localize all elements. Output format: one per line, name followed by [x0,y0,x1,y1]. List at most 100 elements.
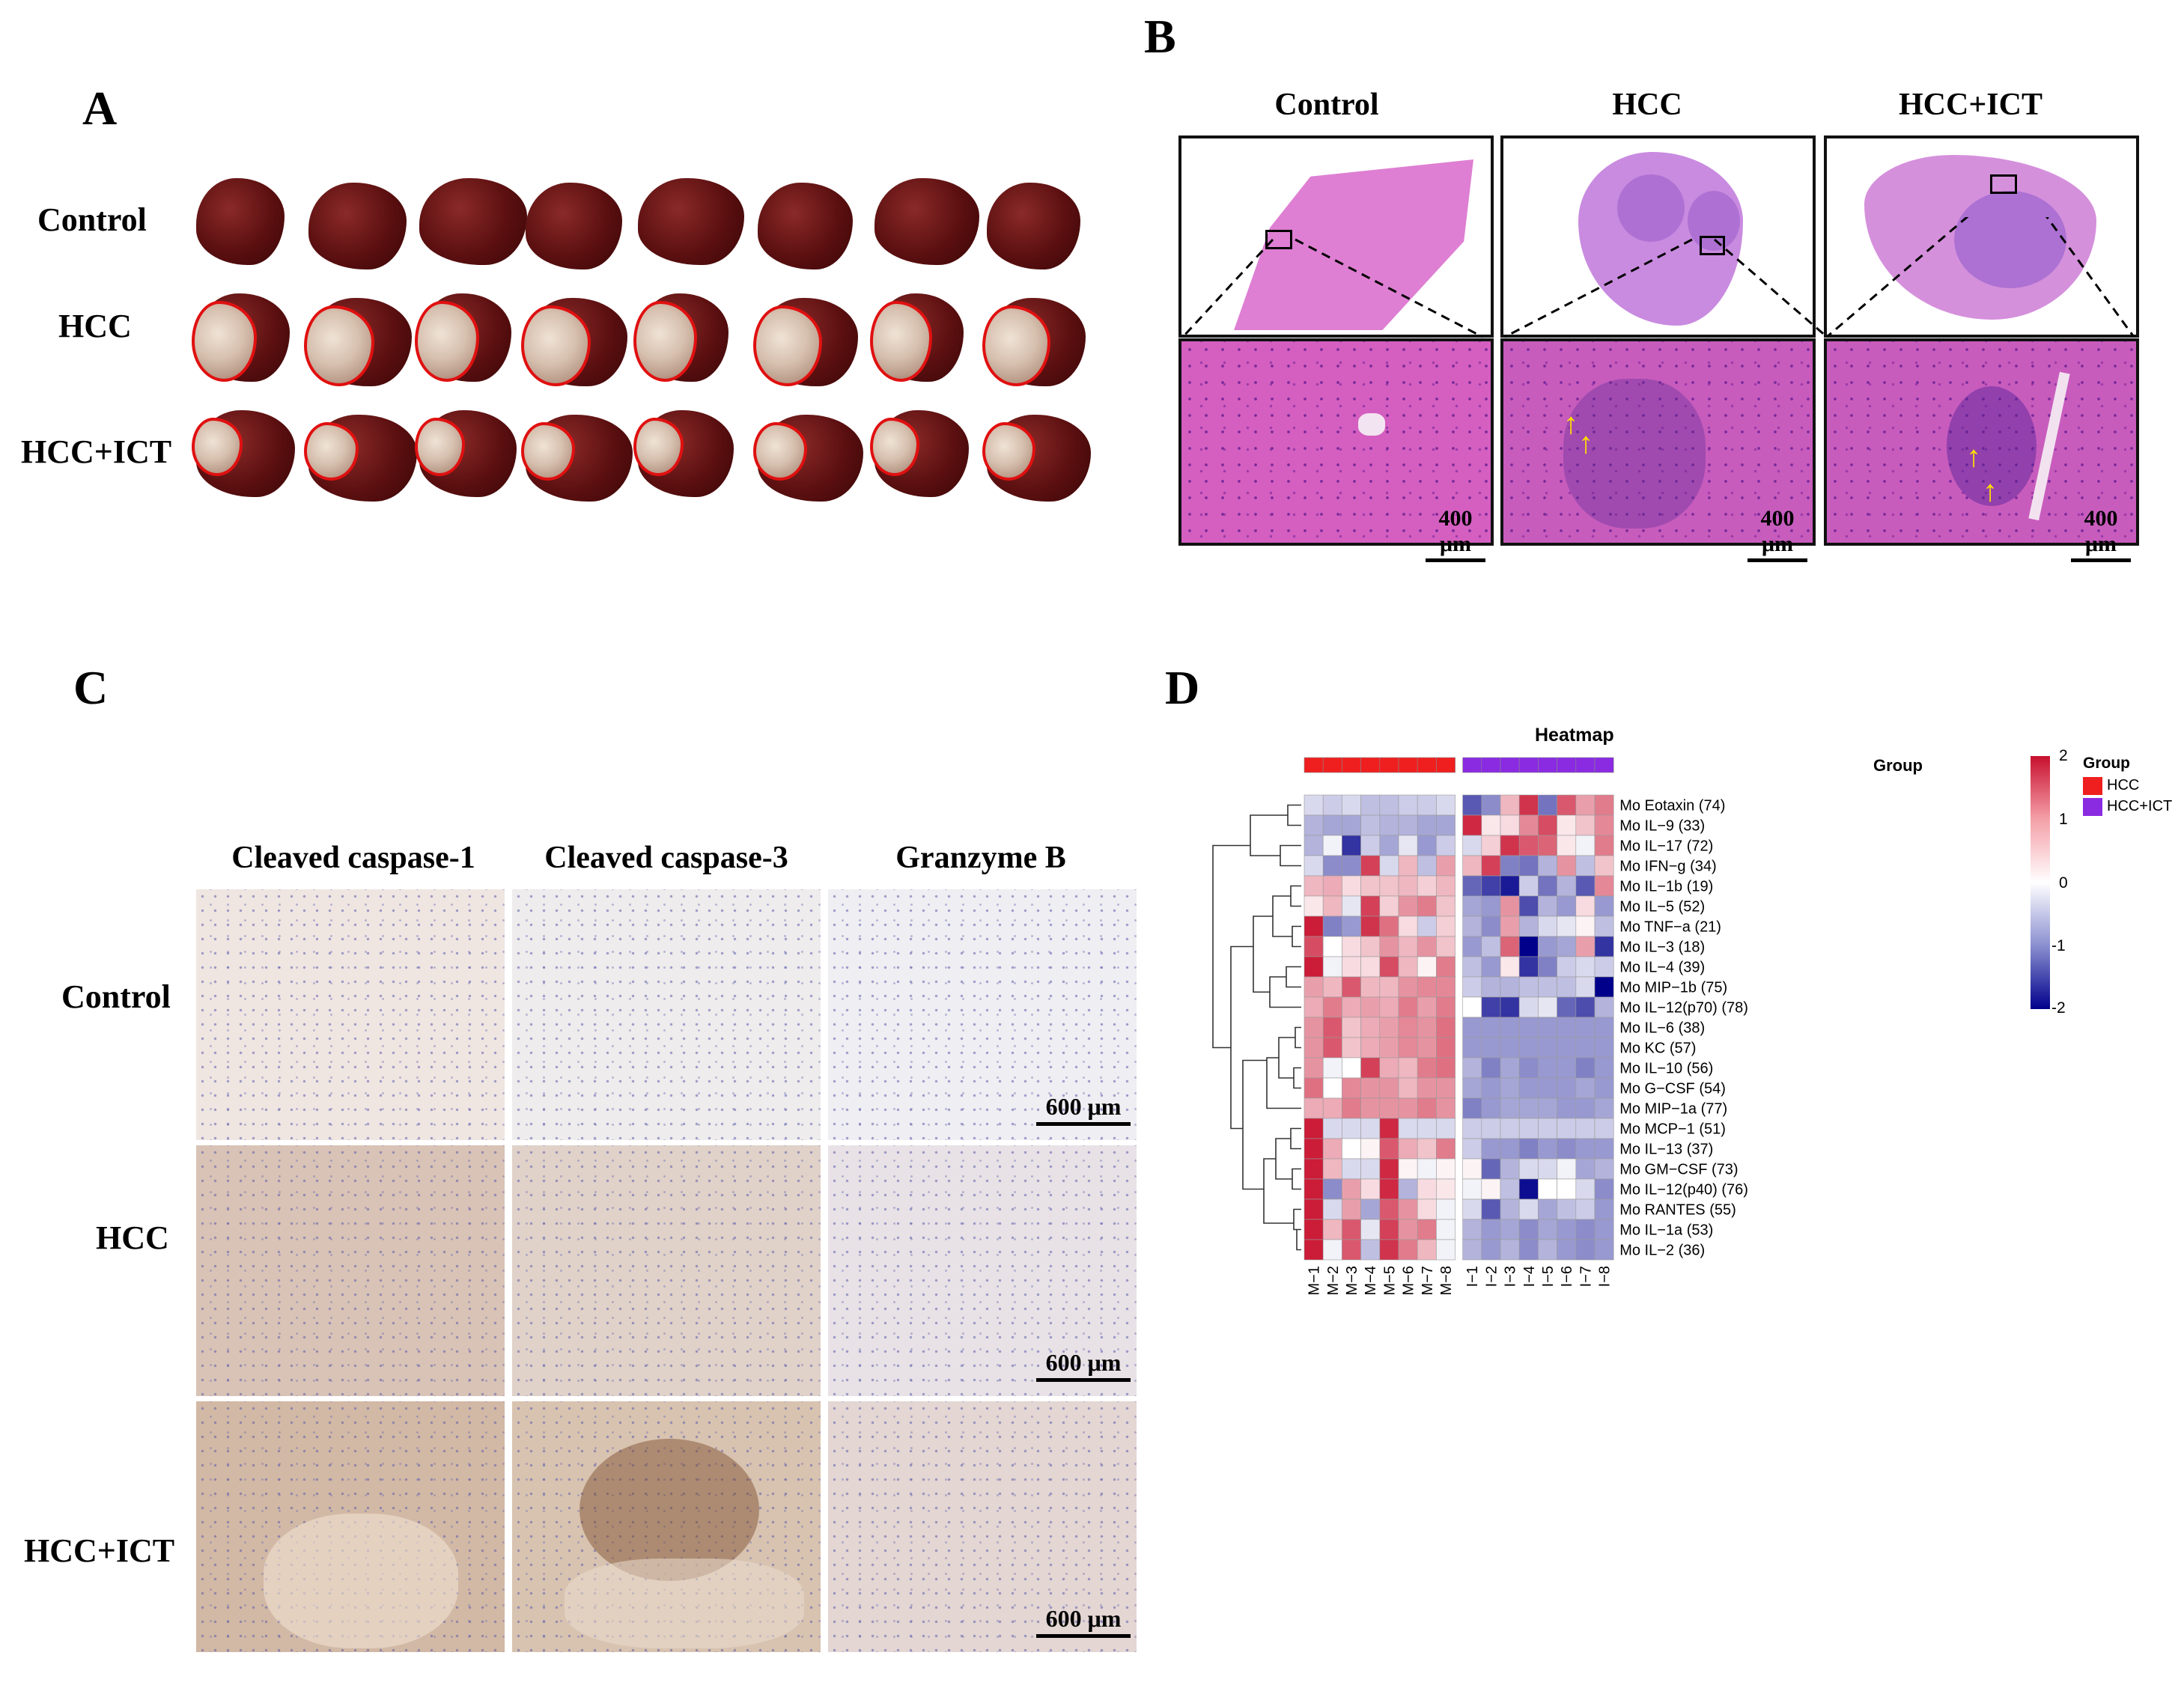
heatmap-cell [1360,1239,1381,1261]
heatmap-cell [1436,936,1456,957]
heatmap-cell [1594,1178,1614,1200]
heatmap-cell [1417,936,1437,957]
ihc-control-granzyme: 600 μm [828,889,1137,1140]
heatmap-cell [1462,1077,1482,1099]
liver-photo [419,178,527,265]
heatmap-cell [1379,835,1399,856]
heatmap-cell [1575,916,1596,937]
heatmap-cell [1342,956,1361,978]
ihc-hcc-granzyme: 600 μm [828,1145,1137,1396]
group-legend-label-hcc: HCC [2107,777,2140,793]
heatmap-cell [1500,996,1520,1018]
heatmap-cell [1342,1138,1361,1160]
group-annotation-cell [1500,757,1520,773]
he-scale-label-hcc-ict: 400 μm [2084,506,2118,556]
heatmap-col-label: I−3 [1503,1266,1519,1287]
group-annotation-cell [1417,757,1437,773]
heatmap-cell [1304,1219,1324,1240]
heatmap-cell [1575,794,1596,816]
ihc-scale-label-hcc-ict: 600 μm [1045,1605,1122,1632]
heatmap-cell [1518,1138,1539,1160]
heatmap-col-label: I−6 [1559,1266,1575,1287]
heatmap-cell [1500,1097,1520,1119]
heatmap-cell [1518,1057,1539,1079]
heatmap-cell [1398,996,1418,1018]
heatmap-col-label: I−2 [1483,1266,1500,1287]
heatmap-cell [1342,875,1361,897]
heatmap-cell [1304,1138,1324,1160]
heatmap-cell [1304,875,1324,897]
heatmap-cell [1594,1219,1614,1240]
heatmap-cell [1360,1178,1381,1200]
heatmap-cell [1342,1178,1361,1200]
heatmap-cell [1557,936,1577,957]
heatmap-cell [1518,895,1539,917]
heatmap-cell [1538,895,1557,917]
heatmap-cell [1538,976,1557,998]
heatmap-cell [1575,1097,1596,1119]
heatmap-cell [1557,1239,1577,1261]
heatmap-cell [1538,1057,1557,1079]
heatmap-col-label: M−1 [1307,1266,1323,1295]
heatmap-cell [1322,936,1342,957]
heatmap-cell [1518,814,1539,836]
panel-b-col-control: Control [1274,88,1379,122]
heatmap-cell [1322,1118,1342,1139]
heatmap-row-label: Mo IL−1a (53) [1619,1222,1713,1239]
heatmap-cell [1304,895,1324,917]
ihc-hcc-ict-casp3 [512,1401,821,1652]
heatmap-cell [1398,895,1418,917]
heatmap-cell [1518,1097,1539,1119]
heatmap-cell [1342,1057,1361,1079]
heatmap-cell [1557,976,1577,998]
heatmap-cell [1594,794,1614,816]
heatmap-cell [1360,1219,1381,1240]
group-annotation-cell [1557,757,1577,773]
heatmap-cell [1594,1037,1614,1058]
heatmap-cell [1322,976,1342,998]
heatmap-cell [1481,1138,1501,1160]
heatmap-cell [1575,1077,1596,1099]
heatmap-cell [1538,936,1557,957]
group-annotation-cell [1538,757,1557,773]
heatmap-cell [1436,895,1456,917]
heatmap-cell [1436,916,1456,937]
heatmap-cell [1360,1158,1381,1180]
arrow-icon: ↑ [1966,439,1981,473]
heatmap-cell [1575,1037,1596,1058]
heatmap-cell [1360,855,1381,877]
heatmap-cell [1342,794,1361,816]
heatmap-cell [1518,1198,1539,1220]
heatmap-cell [1594,996,1614,1018]
heatmap-cell [1360,1077,1381,1099]
liver-photo [874,178,979,265]
heatmap-cell [1342,1219,1361,1240]
heatmap-cell [1538,1138,1557,1160]
he-detail-hcc-ict: ↑ ↑ 400 μm [1824,338,2139,562]
heatmap-cell [1575,1138,1596,1160]
heatmap-cell [1594,1057,1614,1079]
heatmap-cell [1481,855,1501,877]
heatmap-cell [1557,1077,1577,1099]
heatmap-cell [1436,1097,1456,1119]
heatmap-cell [1436,976,1456,998]
heatmap-cell [1594,835,1614,856]
heatmap-cell [1417,1158,1437,1180]
he-overview-control [1178,135,1494,338]
liver-photo [308,183,407,269]
heatmap-cell [1462,1198,1482,1220]
heatmap-cell [1398,814,1418,836]
heatmap-cell [1322,1097,1342,1119]
heatmap-cell [1500,1239,1520,1261]
heatmap-cell [1518,1158,1539,1180]
heatmap-row-label: Mo IL−2 (36) [1619,1243,1705,1259]
heatmap-cell [1557,1037,1577,1058]
ihc-hcc-casp3 [512,1145,821,1396]
heatmap-cell [1518,794,1539,816]
heatmap-cell [1462,916,1482,937]
heatmap-cell [1436,996,1456,1018]
tumor-outline [192,301,257,382]
he-detail-hcc: ↑ ↑ 400 μm [1500,338,1816,562]
group-legend-title: Group [2083,755,2130,772]
heatmap-cell [1538,814,1557,836]
